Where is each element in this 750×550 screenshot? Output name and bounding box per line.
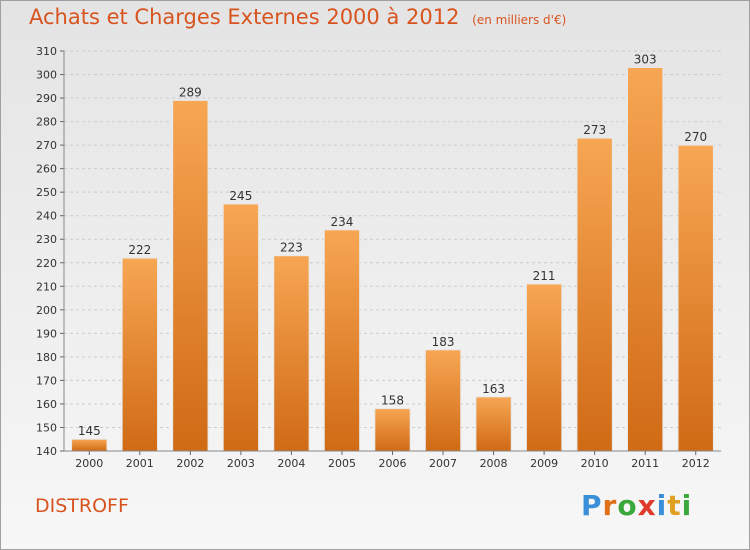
value-label-2011: 303 — [634, 52, 657, 66]
logo-letter: t — [667, 489, 682, 522]
logo-letter: x — [637, 489, 657, 522]
commune-name: DISTROFF — [35, 495, 129, 517]
y-tick-label: 150 — [36, 421, 57, 434]
bar-2004 — [273, 255, 310, 452]
y-tick-label: 190 — [36, 327, 57, 340]
y-axis: 140 150 160 170 180 190 200 210 220 230 240 250 260 2… — [36, 45, 65, 458]
bar-2005 — [323, 229, 361, 452]
bar-2011 — [627, 66, 664, 452]
bar-2002 — [172, 99, 209, 452]
x-tick-label-2007: 2007 — [429, 457, 457, 470]
value-labels: 145 222 289 245 223 234 158 183 163 211 273 303 270 — [78, 52, 707, 438]
bar-2010 — [576, 137, 613, 452]
proxiti-logo: Proxiti — [581, 489, 692, 522]
value-label-2000: 145 — [78, 424, 101, 438]
bar-2009 — [525, 283, 563, 452]
chart-title: Achats et Charges Externes 2000 à 2012 (… — [29, 5, 566, 29]
x-axis: 2000 2001 2002 2003 2004 2005 2006 2007 2008 2009… — [64, 450, 721, 470]
y-tick-label: 260 — [36, 163, 57, 176]
logo-letter: i — [656, 489, 668, 522]
title-unit: (en milliers d'€) — [472, 13, 567, 27]
bar-2006 — [374, 408, 411, 452]
y-tick-label: 180 — [36, 351, 57, 364]
y-tick-label: 220 — [36, 257, 57, 270]
logo-letter: i — [681, 489, 693, 522]
y-tick-label: 240 — [36, 210, 57, 223]
grid-lines — [64, 50, 721, 452]
y-tick-label: 140 — [36, 445, 57, 458]
value-label-2003: 245 — [229, 189, 252, 203]
bar-2012 — [677, 144, 714, 452]
y-tick-label: 280 — [36, 116, 57, 129]
x-tick-label-2004: 2004 — [277, 457, 305, 470]
x-tick-label-2011: 2011 — [631, 457, 659, 470]
title-text: Achats et Charges Externes 2000 à 2012 — [29, 5, 460, 29]
x-tick-label-2001: 2001 — [126, 457, 154, 470]
y-tick-label: 210 — [36, 280, 57, 293]
value-label-2007: 183 — [432, 335, 455, 349]
bar-2001 — [121, 257, 158, 452]
y-tick-label: 160 — [36, 398, 57, 411]
x-tick-label-2005: 2005 — [328, 457, 356, 470]
x-tick-label-2009: 2009 — [530, 457, 558, 470]
x-tick-label-2003: 2003 — [227, 457, 255, 470]
logo-letter: P — [581, 489, 603, 522]
value-label-2005: 234 — [331, 215, 354, 229]
value-label-2010: 273 — [583, 123, 606, 137]
bar-2007 — [424, 349, 462, 452]
value-label-2004: 223 — [280, 241, 303, 255]
value-label-2008: 163 — [482, 382, 505, 396]
logo-letter: r — [602, 489, 618, 522]
x-tick-label-2000: 2000 — [75, 457, 103, 470]
value-label-2012: 270 — [684, 130, 707, 144]
bars — [71, 66, 714, 452]
bar-2003 — [222, 203, 260, 452]
y-tick-label: 300 — [36, 69, 57, 82]
y-tick-label: 250 — [36, 186, 57, 199]
y-tick-label: 200 — [36, 304, 57, 317]
x-tick-label-2012: 2012 — [682, 457, 710, 470]
y-tick-label: 170 — [36, 374, 57, 387]
y-tick-label: 290 — [36, 92, 57, 105]
x-tick-label-2002: 2002 — [176, 457, 204, 470]
bar-2008 — [475, 396, 512, 452]
x-tick-label-2008: 2008 — [480, 457, 508, 470]
x-tick-label-2006: 2006 — [379, 457, 407, 470]
bar-2000 — [71, 438, 108, 452]
y-tick-label: 270 — [36, 139, 57, 152]
value-label-2009: 211 — [533, 269, 556, 283]
y-tick-label: 230 — [36, 233, 57, 246]
value-label-2002: 289 — [179, 85, 202, 99]
value-label-2001: 222 — [128, 243, 151, 257]
y-tick-label: 310 — [36, 45, 57, 58]
x-tick-label-2010: 2010 — [581, 457, 609, 470]
logo-letter: o — [617, 489, 638, 522]
value-label-2006: 158 — [381, 394, 404, 408]
